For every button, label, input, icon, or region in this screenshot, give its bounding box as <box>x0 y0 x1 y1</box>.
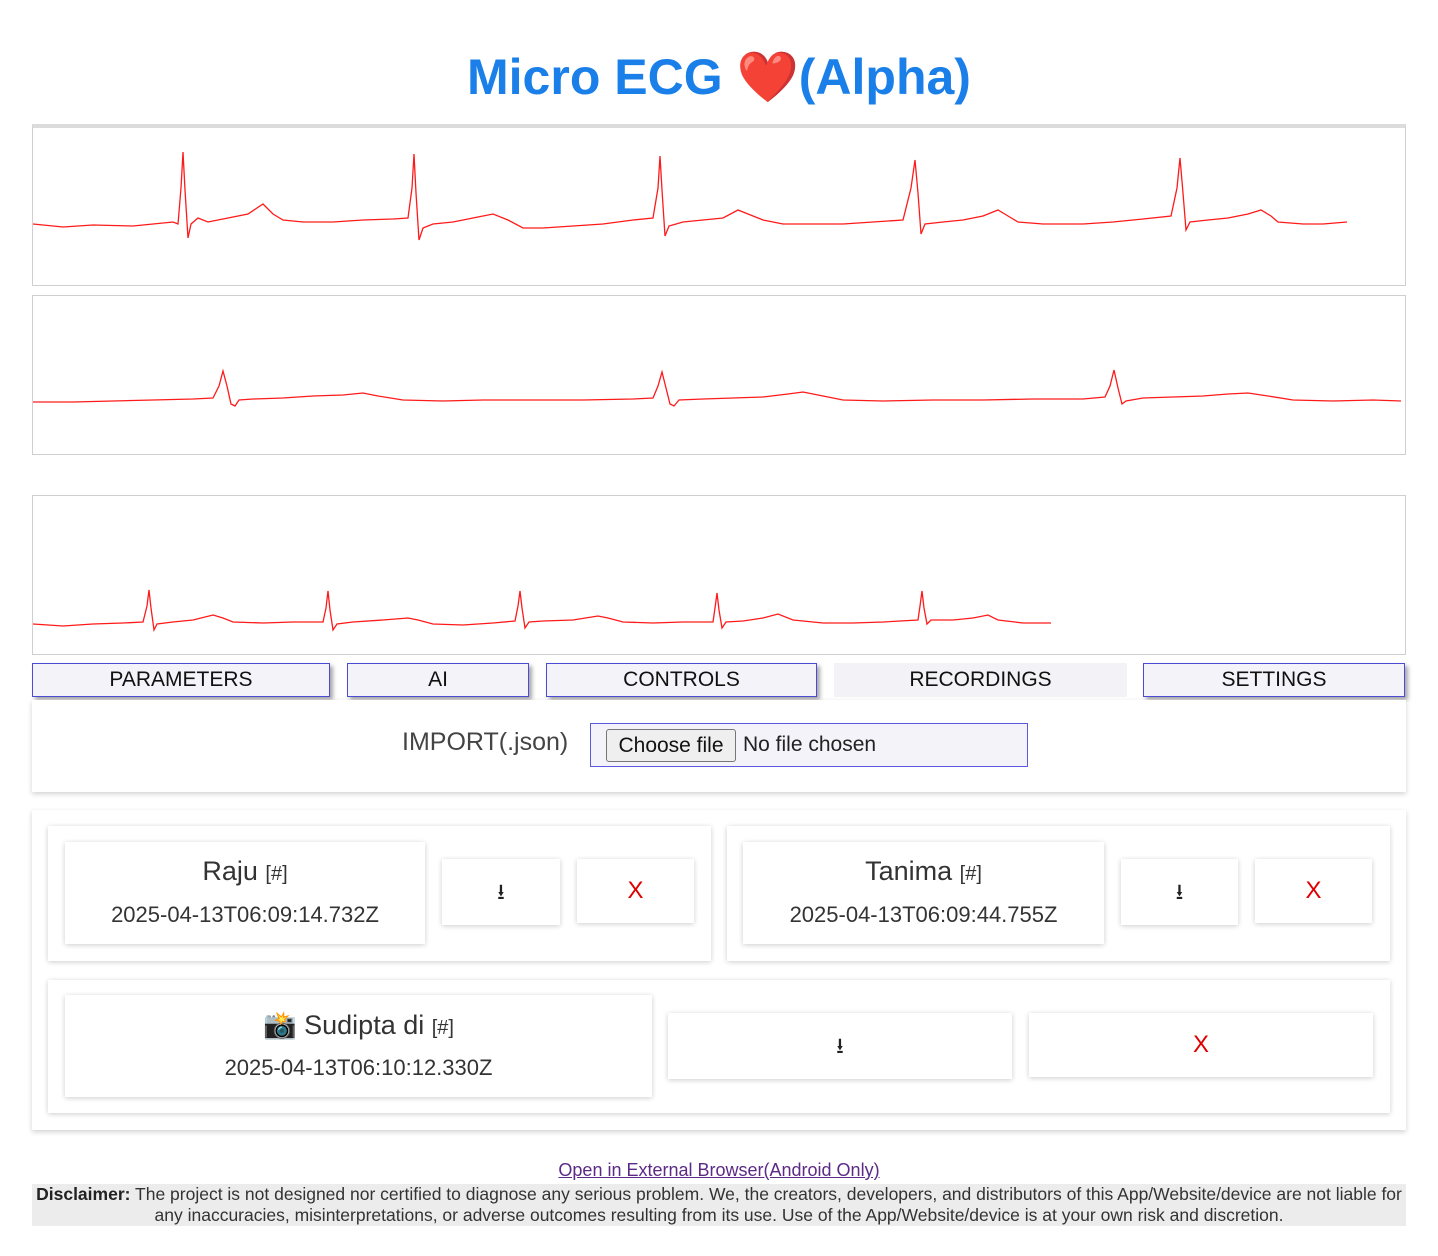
tab-parameters[interactable]: PARAMETERS <box>32 663 330 697</box>
import-label: IMPORT(.json) <box>402 728 569 756</box>
choose-file-button[interactable]: Choose file <box>606 729 736 762</box>
tab-recordings[interactable]: RECORDINGS <box>834 663 1127 697</box>
import-panel: IMPORT(.json) Choose file No file chosen <box>32 700 1406 792</box>
recording-info[interactable]: 📸 Sudipta di [#] 2025-04-13T06:10:12.330… <box>65 995 652 1097</box>
app-title-text: Micro ECG <box>467 49 737 105</box>
download-button[interactable]: ⭳ <box>668 1013 1012 1079</box>
download-button[interactable]: ⭳ <box>1121 859 1238 925</box>
download-icon: ⭳ <box>836 1033 844 1058</box>
recording-tag[interactable]: [#] <box>959 863 982 885</box>
import-file-input[interactable]: Choose file No file chosen <box>590 723 1028 767</box>
disclaimer-label: Disclaimer: <box>36 1184 131 1204</box>
file-status: No file chosen <box>743 733 877 756</box>
recording-tag[interactable]: [#] <box>431 1017 454 1039</box>
ecg-chart-1 <box>32 124 1406 286</box>
recording-timestamp: 2025-04-13T06:10:12.330Z <box>224 1055 493 1080</box>
recording-name: Raju <box>202 856 258 886</box>
recording-info[interactable]: Tanima [#] 2025-04-13T06:09:44.755Z <box>743 842 1104 944</box>
camera-icon: 📸 <box>263 1010 297 1040</box>
tab-ai[interactable]: AI <box>347 663 529 697</box>
tab-bar: PARAMETERS AI CONTROLS RECORDINGS SETTIN… <box>32 663 1406 699</box>
download-icon: ⭳ <box>497 879 505 904</box>
recording-timestamp: 2025-04-13T06:09:44.755Z <box>789 902 1058 927</box>
recording-name-line: 📸 Sudipta di [#] <box>65 1009 652 1041</box>
download-button[interactable]: ⭳ <box>442 859 560 925</box>
recordings-list: Raju [#] 2025-04-13T06:09:14.732Z ⭳ X Ta… <box>32 810 1406 1130</box>
app-title: Micro ECG ❤️(Alpha) <box>0 42 1438 112</box>
ecg-trace-1 <box>33 151 1348 241</box>
delete-button[interactable]: X <box>577 859 694 923</box>
ecg-trace-3-svg <box>33 589 1051 633</box>
app-title-suffix: (Alpha) <box>798 49 971 105</box>
disclaimer: Disclaimer: The project is not designed … <box>32 1184 1406 1226</box>
recording-name-line: Raju [#] <box>65 856 425 887</box>
ecg-chart-2 <box>32 295 1406 455</box>
recording-item: Raju [#] 2025-04-13T06:09:14.732Z ⭳ X <box>48 826 711 961</box>
ecg-trace-2 <box>33 368 1402 407</box>
ecg-trace-3 <box>33 589 1051 633</box>
recording-item: 📸 Sudipta di [#] 2025-04-13T06:10:12.330… <box>48 980 1390 1113</box>
ecg-trace-2-svg <box>33 368 1402 407</box>
disclaimer-text: The project is not designed nor certifie… <box>135 1184 1402 1225</box>
recording-item: Tanima [#] 2025-04-13T06:09:44.755Z ⭳ X <box>727 826 1390 961</box>
recording-name: Sudipta di <box>304 1010 425 1040</box>
recording-info[interactable]: Raju [#] 2025-04-13T06:09:14.732Z <box>65 842 425 944</box>
external-browser-link[interactable]: Open in External Browser(Android Only) <box>558 1160 880 1180</box>
delete-button[interactable]: X <box>1255 859 1372 923</box>
tab-controls[interactable]: CONTROLS <box>546 663 817 697</box>
download-icon: ⭳ <box>1175 879 1184 904</box>
recording-name-line: Tanima [#] <box>743 856 1104 887</box>
heart-icon: ❤️ <box>736 49 799 105</box>
recording-timestamp: 2025-04-13T06:09:14.732Z <box>111 902 379 927</box>
tab-settings[interactable]: SETTINGS <box>1143 663 1405 697</box>
delete-button[interactable]: X <box>1029 1013 1373 1077</box>
ecg-trace-1-svg <box>33 151 1348 241</box>
recording-name: Tanima <box>865 856 953 886</box>
recording-tag[interactable]: [#] <box>265 863 288 885</box>
ecg-chart-3 <box>32 495 1406 655</box>
